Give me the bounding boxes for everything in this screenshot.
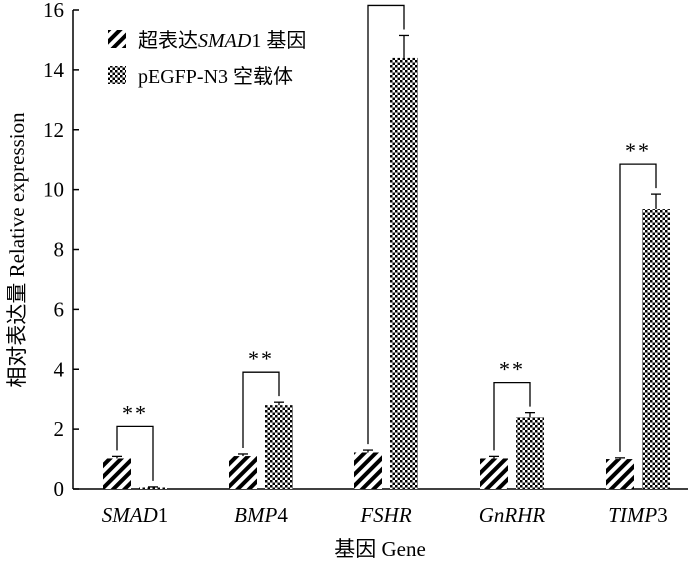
significance-label: ** xyxy=(122,400,148,425)
x-tick-label-timp: TIMP3 xyxy=(608,503,668,527)
legend-swatch-empty-vector xyxy=(108,66,126,84)
y-tick-label: 16 xyxy=(43,0,64,22)
x-tick-labels: SMAD1 BMP4 FSHR GnRHR TIMP3 xyxy=(102,503,668,527)
significance-label: ** xyxy=(625,138,651,163)
bar-series2-bmp xyxy=(265,405,293,489)
x-tick-label-bmp: BMP4 xyxy=(234,503,288,527)
bar-series2-gnrhr xyxy=(516,417,544,489)
significance-bracket xyxy=(493,382,531,451)
significance-label: ** xyxy=(248,346,274,371)
bar-series1-gnrhr xyxy=(480,458,508,489)
x-axis-title: 基因 Gene xyxy=(334,537,426,561)
significance-bracket xyxy=(242,371,280,448)
bar-series2-fshr xyxy=(390,57,418,490)
legend-swatch-overexpression xyxy=(108,30,126,48)
significance-label: ** xyxy=(499,357,525,382)
bar-series1-bmp xyxy=(229,456,257,489)
bar-series1-timp xyxy=(606,459,634,489)
y-tick-label: 6 xyxy=(54,297,65,321)
bars xyxy=(103,34,670,490)
y-tick-label: 4 xyxy=(54,357,65,381)
bar-series1-fshr xyxy=(354,452,382,489)
y-axis-title: 相对表达量 Relative expression xyxy=(5,112,29,388)
significance-markers: ** ** ** ** ** xyxy=(116,0,657,481)
y-tick-label: 12 xyxy=(43,118,64,142)
x-tick-label-fshr: FSHR xyxy=(359,503,411,527)
legend-label-empty-vector: pEGFP-N3 空载体 xyxy=(138,65,293,88)
significance-bracket xyxy=(619,163,657,452)
bar-series2-smad xyxy=(139,487,167,489)
legend-label-overexpression: 超表达SMAD1 基因 xyxy=(138,29,306,52)
y-ticks: 0 2 4 6 8 10 12 14 16 xyxy=(43,0,79,501)
y-tick-label: 2 xyxy=(54,417,65,441)
legend: 超表达SMAD1 基因 pEGFP-N3 空载体 xyxy=(108,29,306,88)
bar-series2-timp xyxy=(642,209,670,489)
significance-label: ** xyxy=(373,0,399,4)
significance-bracket xyxy=(367,4,405,445)
significance-bracket xyxy=(116,425,154,481)
y-tick-label: 10 xyxy=(43,178,64,202)
y-tick-label: 8 xyxy=(54,238,65,262)
x-tick-label-smad: SMAD1 xyxy=(102,503,169,527)
y-tick-label: 14 xyxy=(43,58,65,82)
y-tick-label: 0 xyxy=(54,477,65,501)
x-tick-label-gnrhr: GnRHR xyxy=(479,503,546,527)
bar-series1-smad xyxy=(103,458,131,489)
